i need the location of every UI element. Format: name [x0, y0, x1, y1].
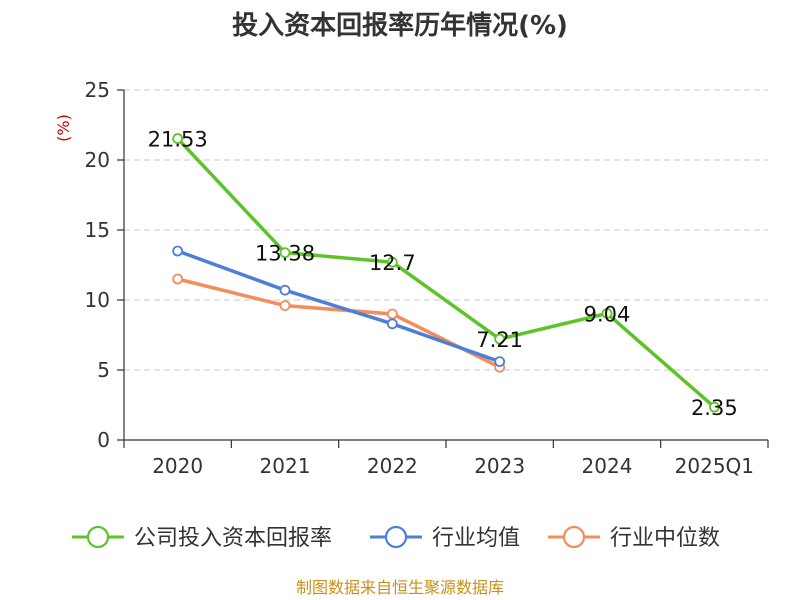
data-label-0: 21.53	[148, 128, 208, 152]
legend-label-1: 行业均值	[432, 526, 520, 551]
y-tick-label-0: 0	[97, 428, 110, 452]
legend-label-2: 行业中位数	[610, 526, 720, 551]
y-tick-label-4: 20	[85, 148, 110, 172]
y-axis-unit: (%)	[54, 114, 73, 142]
x-axis: 2020 2021 2022 2023 2024 2025Q1	[123, 439, 769, 478]
data-label-3: 7.21	[476, 328, 523, 352]
series-0-point-3	[494, 333, 506, 345]
series-2-point-1	[279, 300, 291, 312]
y-tick-label-1: 5	[97, 358, 110, 382]
series-1-point-0	[172, 245, 184, 257]
x-tick-label-5: 2025Q1	[675, 454, 754, 478]
x-tick-label-3: 2023	[474, 454, 525, 478]
x-tick-label-2: 2022	[367, 454, 418, 478]
series-line-2	[177, 277, 501, 369]
series-0-point-2	[386, 256, 398, 268]
y-tick-label-3: 15	[85, 218, 110, 242]
series-0-point-0	[172, 133, 184, 144]
data-labels: 21.53 13.38 12.7 7.21 9.04 2.35	[148, 128, 738, 421]
series-1-point-1	[279, 284, 291, 296]
legend-marker-0	[86, 525, 110, 549]
x-tick-label-4: 2024	[582, 454, 633, 478]
y-axis-ticks: 0 5 10 15 20 25	[85, 78, 125, 452]
gridlines	[124, 89, 768, 371]
series-0-point-4	[601, 308, 613, 319]
y-tick-label-5: 25	[85, 78, 110, 102]
series-1-point-2	[386, 318, 398, 330]
data-label-4: 9.04	[584, 302, 631, 326]
series-1-point-3	[494, 356, 506, 368]
series-line-0	[176, 137, 716, 409]
x-tick-label-1: 2021	[260, 454, 311, 478]
series-2-point-2	[386, 308, 398, 320]
series-0-point-1	[279, 247, 291, 259]
legend-marker-1	[384, 525, 408, 549]
data-label-1: 13.38	[255, 242, 315, 266]
chart-title: 投入资本回报率历年情况(%)	[232, 10, 568, 41]
series-lines	[172, 133, 720, 413]
series-line-1	[177, 249, 501, 364]
series-2-point-0	[172, 273, 184, 285]
legend: 公司投入资本回报率 行业均值 行业中位数	[72, 525, 720, 551]
series-0-point-5	[708, 401, 720, 413]
source-note: 制图数据来自恒生聚源数据库	[296, 578, 504, 597]
legend-marker-2	[562, 525, 586, 549]
y-tick-label-2: 10	[85, 288, 110, 312]
x-tick-label-0: 2020	[152, 454, 203, 478]
legend-label-0: 公司投入资本回报率	[134, 526, 332, 551]
data-label-2: 12.7	[369, 251, 416, 275]
data-label-5: 2.35	[691, 396, 738, 420]
